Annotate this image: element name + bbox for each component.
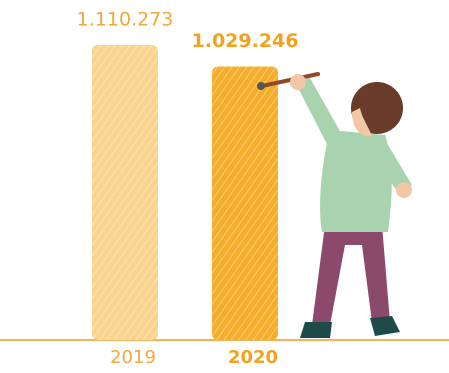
bar-texture — [212, 66, 278, 341]
x-tick-label: 2019 — [110, 347, 156, 368]
value-label: 1.110.273 — [77, 9, 174, 31]
x-tick-label: 2020 — [228, 347, 278, 368]
value-label: 1.029.246 — [192, 30, 299, 52]
bar-texture — [92, 45, 158, 340]
painter-figure — [257, 72, 412, 338]
